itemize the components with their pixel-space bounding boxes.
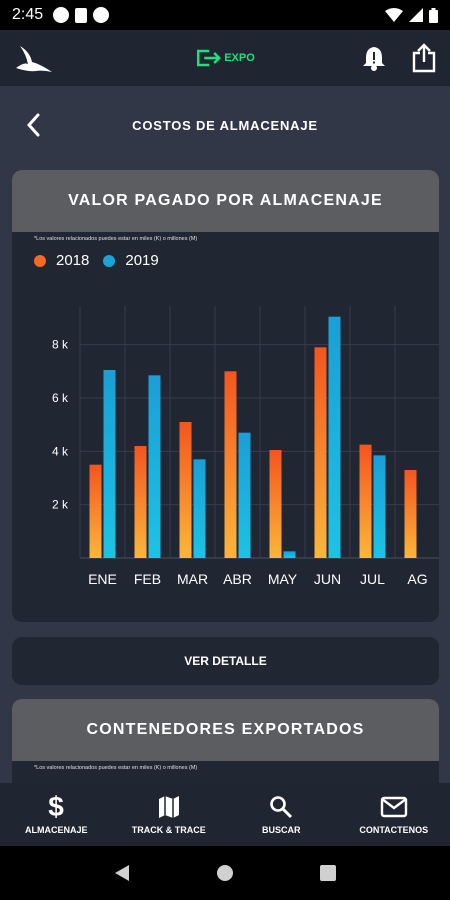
exported-containers-card-title: CONTENEDORES EXPORTADOS — [12, 699, 439, 761]
bar-2019-may[interactable] — [283, 551, 296, 558]
page-title: COSTOS DE ALMACENAJE — [132, 117, 318, 133]
x-tick-label: FEB — [134, 571, 161, 587]
map-icon — [158, 795, 180, 819]
bird-logo-icon[interactable] — [14, 42, 54, 74]
nav-item-track-trace[interactable]: TRACK & TRACE — [113, 783, 226, 846]
legend-label-2019: 2019 — [125, 252, 159, 269]
exit-icon — [196, 49, 221, 67]
page-header: COSTOS DE ALMACENAJE — [0, 86, 450, 164]
status-time: 2:45 — [12, 6, 44, 23]
search-icon — [269, 795, 293, 819]
view-detail-button[interactable]: VER DETALLE — [12, 637, 439, 685]
x-tick-label: ENE — [88, 571, 117, 587]
bar-2018-mar[interactable] — [179, 422, 192, 558]
x-tick-label: ABR — [223, 571, 252, 587]
bar-2018-jun[interactable] — [314, 347, 327, 558]
nav-label-contactenos: CONTACTENOS — [359, 824, 429, 835]
mail-icon — [380, 795, 408, 819]
x-tick-label: MAY — [268, 571, 298, 587]
bell-icon[interactable] — [362, 45, 386, 71]
x-tick-label: JUN — [314, 571, 341, 587]
expo-label: EXPO — [224, 52, 255, 64]
x-tick-label: JUL — [360, 571, 385, 587]
y-tick-label: 4 k — [52, 444, 69, 458]
x-tick-label: AG — [407, 571, 427, 587]
exported-containers-card: CONTENEDORES EXPORTADOS *Los valores rel… — [12, 699, 439, 783]
sim-icon — [75, 7, 88, 23]
storage-cost-bar-chart: 2 k 4 k 6 k 8 k ENE FEB MAR ABR MAY JUN JUL AG — [52, 306, 439, 587]
bar-2019-abr[interactable] — [238, 432, 251, 558]
nav-item-buscar[interactable]: BUSCAR — [225, 783, 338, 846]
app-header: EXPO — [0, 30, 450, 86]
values-note-2: *Los valores relacionados puedes estar e… — [34, 765, 198, 771]
bar-2018-ag[interactable] — [404, 470, 417, 558]
bar-2019-jun[interactable] — [328, 316, 341, 558]
bottom-navigation: $ ALMACENAJE TRACK & TRACE BUSCAR CONTAC… — [0, 783, 450, 846]
status-bar: 2:45 — [0, 0, 450, 30]
nav-label-almacenaje: ALMACENAJE — [24, 824, 88, 835]
legend-dot-2019 — [103, 254, 116, 267]
wifi-icon — [385, 8, 403, 22]
back-triangle-icon[interactable] — [113, 864, 131, 882]
bar-2018-jul[interactable] — [359, 444, 372, 558]
bar-2018-may[interactable] — [269, 450, 282, 558]
legend-item-2019[interactable]: 2019 — [103, 252, 159, 269]
no-disturb-icon — [93, 7, 110, 23]
svg-text:$: $ — [48, 793, 64, 821]
bar-2019-mar[interactable] — [193, 459, 206, 558]
nav-item-almacenaje[interactable]: $ ALMACENAJE — [0, 783, 113, 846]
home-circle-icon[interactable] — [216, 864, 234, 882]
bar-2019-jul[interactable] — [373, 455, 386, 558]
bar-2018-abr[interactable] — [224, 371, 237, 558]
legend-dot-2018 — [34, 254, 46, 267]
share-icon[interactable] — [412, 43, 436, 73]
legend-item-2018[interactable]: 2018 — [34, 252, 89, 269]
y-tick-label: 2 k — [52, 498, 69, 512]
chart-legend: 2018 2019 — [12, 242, 439, 269]
values-note: *Los valores relacionados puedes estar e… — [34, 236, 198, 242]
battery-icon — [429, 7, 438, 23]
bar-2018-ene[interactable] — [89, 464, 102, 558]
storage-cost-card-title: VALOR PAGADO POR ALMACENAJE — [12, 170, 439, 232]
legend-label-2018: 2018 — [56, 252, 90, 269]
android-navigation-bar — [0, 846, 450, 900]
bar-2019-ene[interactable] — [103, 370, 116, 558]
status-system-icons — [385, 7, 438, 23]
storage-cost-card: VALOR PAGADO POR ALMACENAJE *Los valores… — [12, 170, 439, 622]
bar-2019-feb[interactable] — [148, 375, 161, 558]
recents-square-icon[interactable] — [319, 864, 337, 882]
back-arrow-icon[interactable] — [22, 111, 46, 139]
content-area: COSTOS DE ALMACENAJE VALOR PAGADO POR AL… — [0, 86, 450, 783]
nav-item-contactenos[interactable]: CONTACTENOS — [338, 783, 450, 846]
nav-label-track-trace: TRACK & TRACE — [131, 824, 206, 835]
notification-icon — [53, 7, 70, 23]
bar-2018-feb[interactable] — [134, 446, 147, 558]
expo-logo: EXPO — [195, 48, 255, 68]
nav-label-buscar: BUSCAR — [261, 824, 301, 835]
status-notification-icons — [53, 7, 110, 23]
dollar-icon: $ — [47, 793, 65, 821]
y-tick-label: 6 k — [52, 391, 69, 405]
y-tick-label: 8 k — [52, 338, 69, 352]
signal-icon — [409, 8, 423, 22]
x-tick-label: MAR — [177, 571, 208, 587]
